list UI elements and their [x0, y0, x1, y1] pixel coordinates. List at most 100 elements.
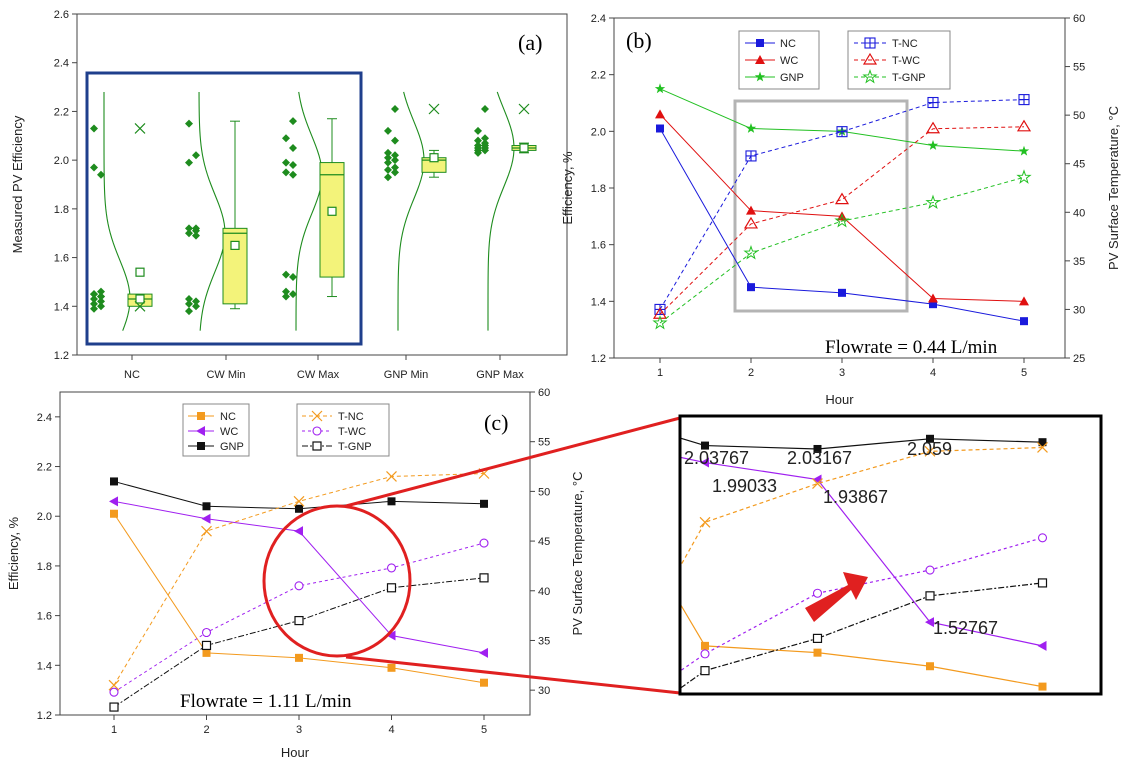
y-axis-title: Efficiency, %	[560, 151, 575, 225]
inset-point-t-nc	[699, 516, 711, 528]
y-tick-label: 2.4	[591, 13, 606, 25]
data-point-nc	[110, 509, 118, 518]
data-point	[97, 302, 105, 311]
y-tick-label: 1.4	[54, 301, 69, 313]
y2-tick-label: 35	[1073, 256, 1085, 268]
data-point-nc	[1020, 317, 1028, 326]
y-axis-title: Efficiency, %	[6, 516, 21, 590]
plot-frame	[76, 13, 568, 356]
box	[319, 162, 345, 278]
data-point	[481, 134, 489, 143]
inset-point-t-nc	[1037, 442, 1048, 453]
distribution-curve	[295, 91, 323, 331]
data-point	[185, 299, 193, 308]
legend-label: T-NC	[338, 411, 364, 423]
inset-point-gnp	[813, 444, 822, 453]
data-point-t-nc	[201, 525, 212, 537]
inset-point-wc	[1037, 640, 1047, 651]
inset-point-nc	[1038, 682, 1047, 691]
inset-point-nc	[926, 662, 934, 671]
data-point	[289, 170, 297, 179]
zoom-value-label: 1.99033	[712, 476, 777, 496]
y2-tick-label: 55	[1073, 62, 1085, 74]
data-point	[97, 297, 105, 306]
y2-axis-title: PV Surface Temperature, °C	[1106, 106, 1121, 270]
inset-point-t-wc	[700, 649, 710, 659]
x-tick-label: 2	[203, 724, 209, 736]
panel-label-a: (a)	[518, 30, 542, 55]
x-tick-label: 4	[930, 367, 936, 379]
legend-marker	[754, 71, 766, 82]
data-point	[384, 165, 392, 174]
data-point	[481, 139, 489, 148]
data-point-gnp	[745, 123, 757, 133]
inset-content	[589, 434, 1048, 755]
data-point	[481, 104, 489, 113]
y2-axis-title: PV Surface Temperature, °C	[570, 472, 585, 636]
legend-marker	[196, 426, 205, 436]
panel-a: 1.2 1.4 1.6 1.8 2.0 2.2 2.4 2.6 NC CW Min CW Max GN…	[10, 9, 568, 381]
inset-point-wc	[925, 617, 934, 628]
data-point-wc	[479, 647, 488, 658]
y-tick-label: 1.8	[37, 561, 52, 573]
data-point	[192, 224, 200, 233]
inset-point-t-gnp	[589, 747, 597, 755]
data-point	[185, 229, 193, 238]
legend-marker	[197, 412, 205, 420]
legend-marker	[756, 39, 764, 47]
data-point-gnp	[202, 502, 211, 511]
legend-label: T-WC	[338, 426, 366, 438]
inset-point-t-nc	[812, 478, 823, 490]
data-point-nc	[656, 124, 664, 133]
data-point	[192, 297, 200, 306]
highlight-circle	[262, 504, 412, 658]
data-point	[391, 163, 399, 172]
y2-tick-label: 45	[1073, 159, 1085, 171]
legend-box	[182, 403, 250, 457]
y-tick-label: 2.0	[37, 511, 52, 523]
data-point-t-gnp	[925, 194, 941, 210]
data-point	[90, 290, 98, 299]
x-tick-label: GNP Min	[384, 369, 428, 381]
y-tick-label: 2.2	[37, 462, 52, 474]
data-point-nc	[480, 678, 488, 687]
data-point-t-wc	[294, 581, 304, 591]
x-tick-label: CW Max	[297, 369, 340, 381]
flowrate-annotation: Flowrate = 1.11 L/min	[180, 691, 352, 712]
x-tick-label: 1	[111, 724, 117, 736]
inset-point-t-wc	[1037, 533, 1048, 543]
data-point	[474, 141, 482, 150]
data-point-t-wc	[109, 687, 119, 697]
inset-point-t-gnp	[700, 666, 710, 676]
data-point	[474, 126, 482, 135]
x-tick-label: 1	[657, 367, 663, 379]
y-tick-label: 2.2	[54, 106, 69, 118]
data-point-t-gnp	[294, 615, 304, 626]
y2-tick-label: 30	[1073, 304, 1085, 316]
data-point-wc	[201, 513, 211, 524]
data-point-t-wc	[743, 216, 759, 229]
box	[222, 227, 248, 305]
data-point-nc	[838, 288, 846, 297]
series-line-gnp	[659, 88, 1025, 152]
data-point-gnp	[295, 504, 303, 513]
data-point-t-nc	[386, 471, 397, 482]
data-point	[282, 168, 290, 177]
data-point-t-gnp	[109, 702, 119, 712]
inset-point-t-wc	[925, 565, 935, 575]
mean-marker	[519, 143, 529, 153]
data-point-t-wc	[652, 307, 668, 319]
data-point-t-gnp	[479, 573, 489, 583]
inset-point-nc	[813, 648, 822, 657]
legend-marker	[311, 410, 323, 422]
plot-frame	[59, 391, 531, 716]
flowrate-annotation: Flowrate = 0.44 L/min	[825, 337, 998, 358]
data-point-t-wc	[386, 563, 397, 573]
data-point	[289, 117, 297, 126]
series-line-t-wc	[659, 126, 1025, 315]
data-point	[282, 134, 290, 143]
data-point	[391, 136, 399, 145]
y-axis-title: Measured PV Efficiency	[10, 115, 25, 253]
mean-marker	[230, 240, 240, 250]
data-point	[185, 294, 193, 303]
